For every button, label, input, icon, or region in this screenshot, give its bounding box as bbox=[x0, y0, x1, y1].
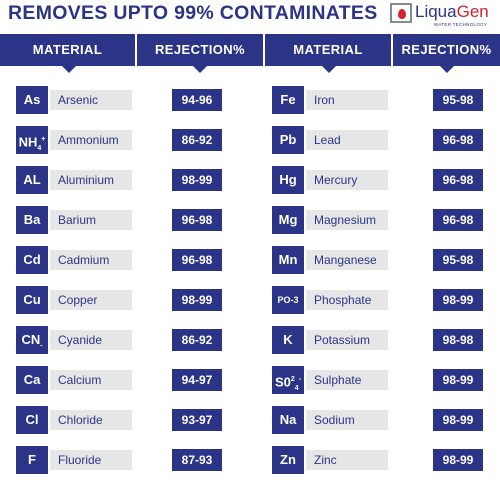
header-pointer bbox=[322, 66, 336, 73]
rejection-value: 98-98 bbox=[433, 329, 483, 351]
brand-tagline: WATER TECHNOLOGY bbox=[434, 22, 488, 27]
material-name: Chloride bbox=[50, 410, 132, 430]
element-symbol-badge: S024- bbox=[272, 366, 304, 394]
element-symbol-badge: NH4+ bbox=[16, 126, 48, 154]
rejection-value: 96-98 bbox=[433, 209, 483, 231]
element-symbol-badge: Zn bbox=[272, 446, 304, 474]
element-symbol-badge: PO-3 bbox=[272, 286, 304, 314]
rejection-value: 96-98 bbox=[172, 209, 222, 231]
logo-drop-icon bbox=[390, 3, 412, 23]
element-symbol-badge: F bbox=[16, 446, 48, 474]
element-symbol-badge: Cl bbox=[16, 406, 48, 434]
element-symbol-badge: Cu bbox=[16, 286, 48, 314]
rejection-value: 95-98 bbox=[433, 89, 483, 111]
rejection-value: 96-98 bbox=[433, 169, 483, 191]
element-symbol-badge: Hg bbox=[272, 166, 304, 194]
header-rejection-left: REJECTION% bbox=[155, 42, 245, 57]
element-symbol-badge: As bbox=[16, 86, 48, 114]
header-divider bbox=[135, 34, 137, 66]
material-name: Copper bbox=[50, 290, 132, 310]
element-symbol-badge: CN- bbox=[16, 326, 48, 354]
brand-name: LiquaGen bbox=[415, 2, 489, 21]
material-name: Sodium bbox=[306, 410, 388, 430]
material-name: Cyanide bbox=[50, 330, 132, 350]
element-symbol-badge: K bbox=[272, 326, 304, 354]
rejection-value: 98-99 bbox=[172, 289, 222, 311]
element-symbol-badge: Cd bbox=[16, 246, 48, 274]
header-pointer bbox=[193, 66, 207, 73]
header-material-right: MATERIAL bbox=[293, 42, 363, 57]
material-name: Cadmium bbox=[50, 250, 132, 270]
material-name: Iron bbox=[306, 90, 388, 110]
rejection-value: 95-98 bbox=[433, 249, 483, 271]
material-name: Potassium bbox=[306, 330, 388, 350]
header-divider bbox=[391, 34, 393, 66]
rejection-value: 98-99 bbox=[433, 369, 483, 391]
rejection-value: 93-97 bbox=[172, 409, 222, 431]
material-name: Lead bbox=[306, 130, 388, 150]
element-symbol-badge: AL bbox=[16, 166, 48, 194]
header-pointer bbox=[440, 66, 454, 73]
page-title: REMOVES UPTO 99% CONTAMINATES bbox=[8, 2, 378, 24]
material-name: Phosphate bbox=[306, 290, 388, 310]
material-name: Zinc bbox=[306, 450, 388, 470]
rejection-value: 86-92 bbox=[172, 129, 222, 151]
element-symbol-badge: Ca bbox=[16, 366, 48, 394]
material-name: Fluoride bbox=[50, 450, 132, 470]
material-name: Barium bbox=[50, 210, 132, 230]
material-name: Mercury bbox=[306, 170, 388, 190]
rejection-value: 96-98 bbox=[433, 129, 483, 151]
material-name: Sulphate bbox=[306, 370, 388, 390]
rejection-value: 87-93 bbox=[172, 449, 222, 471]
header-pointer bbox=[62, 66, 76, 73]
element-symbol-badge: Pb bbox=[272, 126, 304, 154]
material-name: Arsenic bbox=[50, 90, 132, 110]
element-symbol-badge: Ba bbox=[16, 206, 48, 234]
rejection-value: 98-99 bbox=[433, 289, 483, 311]
header-material-left: MATERIAL bbox=[32, 42, 103, 57]
brand-logo: LiquaGen WATER TECHNOLOGY bbox=[390, 2, 496, 31]
material-name: Ammonium bbox=[50, 130, 132, 150]
rejection-value: 86-92 bbox=[172, 329, 222, 351]
element-symbol-badge: Fe bbox=[272, 86, 304, 114]
header-rejection-right: REJECTION% bbox=[401, 42, 492, 57]
rejection-value: 98-99 bbox=[433, 409, 483, 431]
rejection-value: 98-99 bbox=[172, 169, 222, 191]
material-name: Aluminium bbox=[50, 170, 132, 190]
rejection-value: 94-97 bbox=[172, 369, 222, 391]
material-name: Magnesium bbox=[306, 210, 388, 230]
header-divider bbox=[263, 34, 265, 66]
element-symbol-badge: Mn bbox=[272, 246, 304, 274]
rejection-value: 94-96 bbox=[172, 89, 222, 111]
table-header: MATERIAL REJECTION% MATERIAL REJECTION% bbox=[0, 34, 500, 66]
element-symbol-badge: Mg bbox=[272, 206, 304, 234]
rejection-value: 96-98 bbox=[172, 249, 222, 271]
material-name: Calcium bbox=[50, 370, 132, 390]
material-name: Manganese bbox=[306, 250, 388, 270]
rejection-value: 98-99 bbox=[433, 449, 483, 471]
element-symbol-badge: Na bbox=[272, 406, 304, 434]
